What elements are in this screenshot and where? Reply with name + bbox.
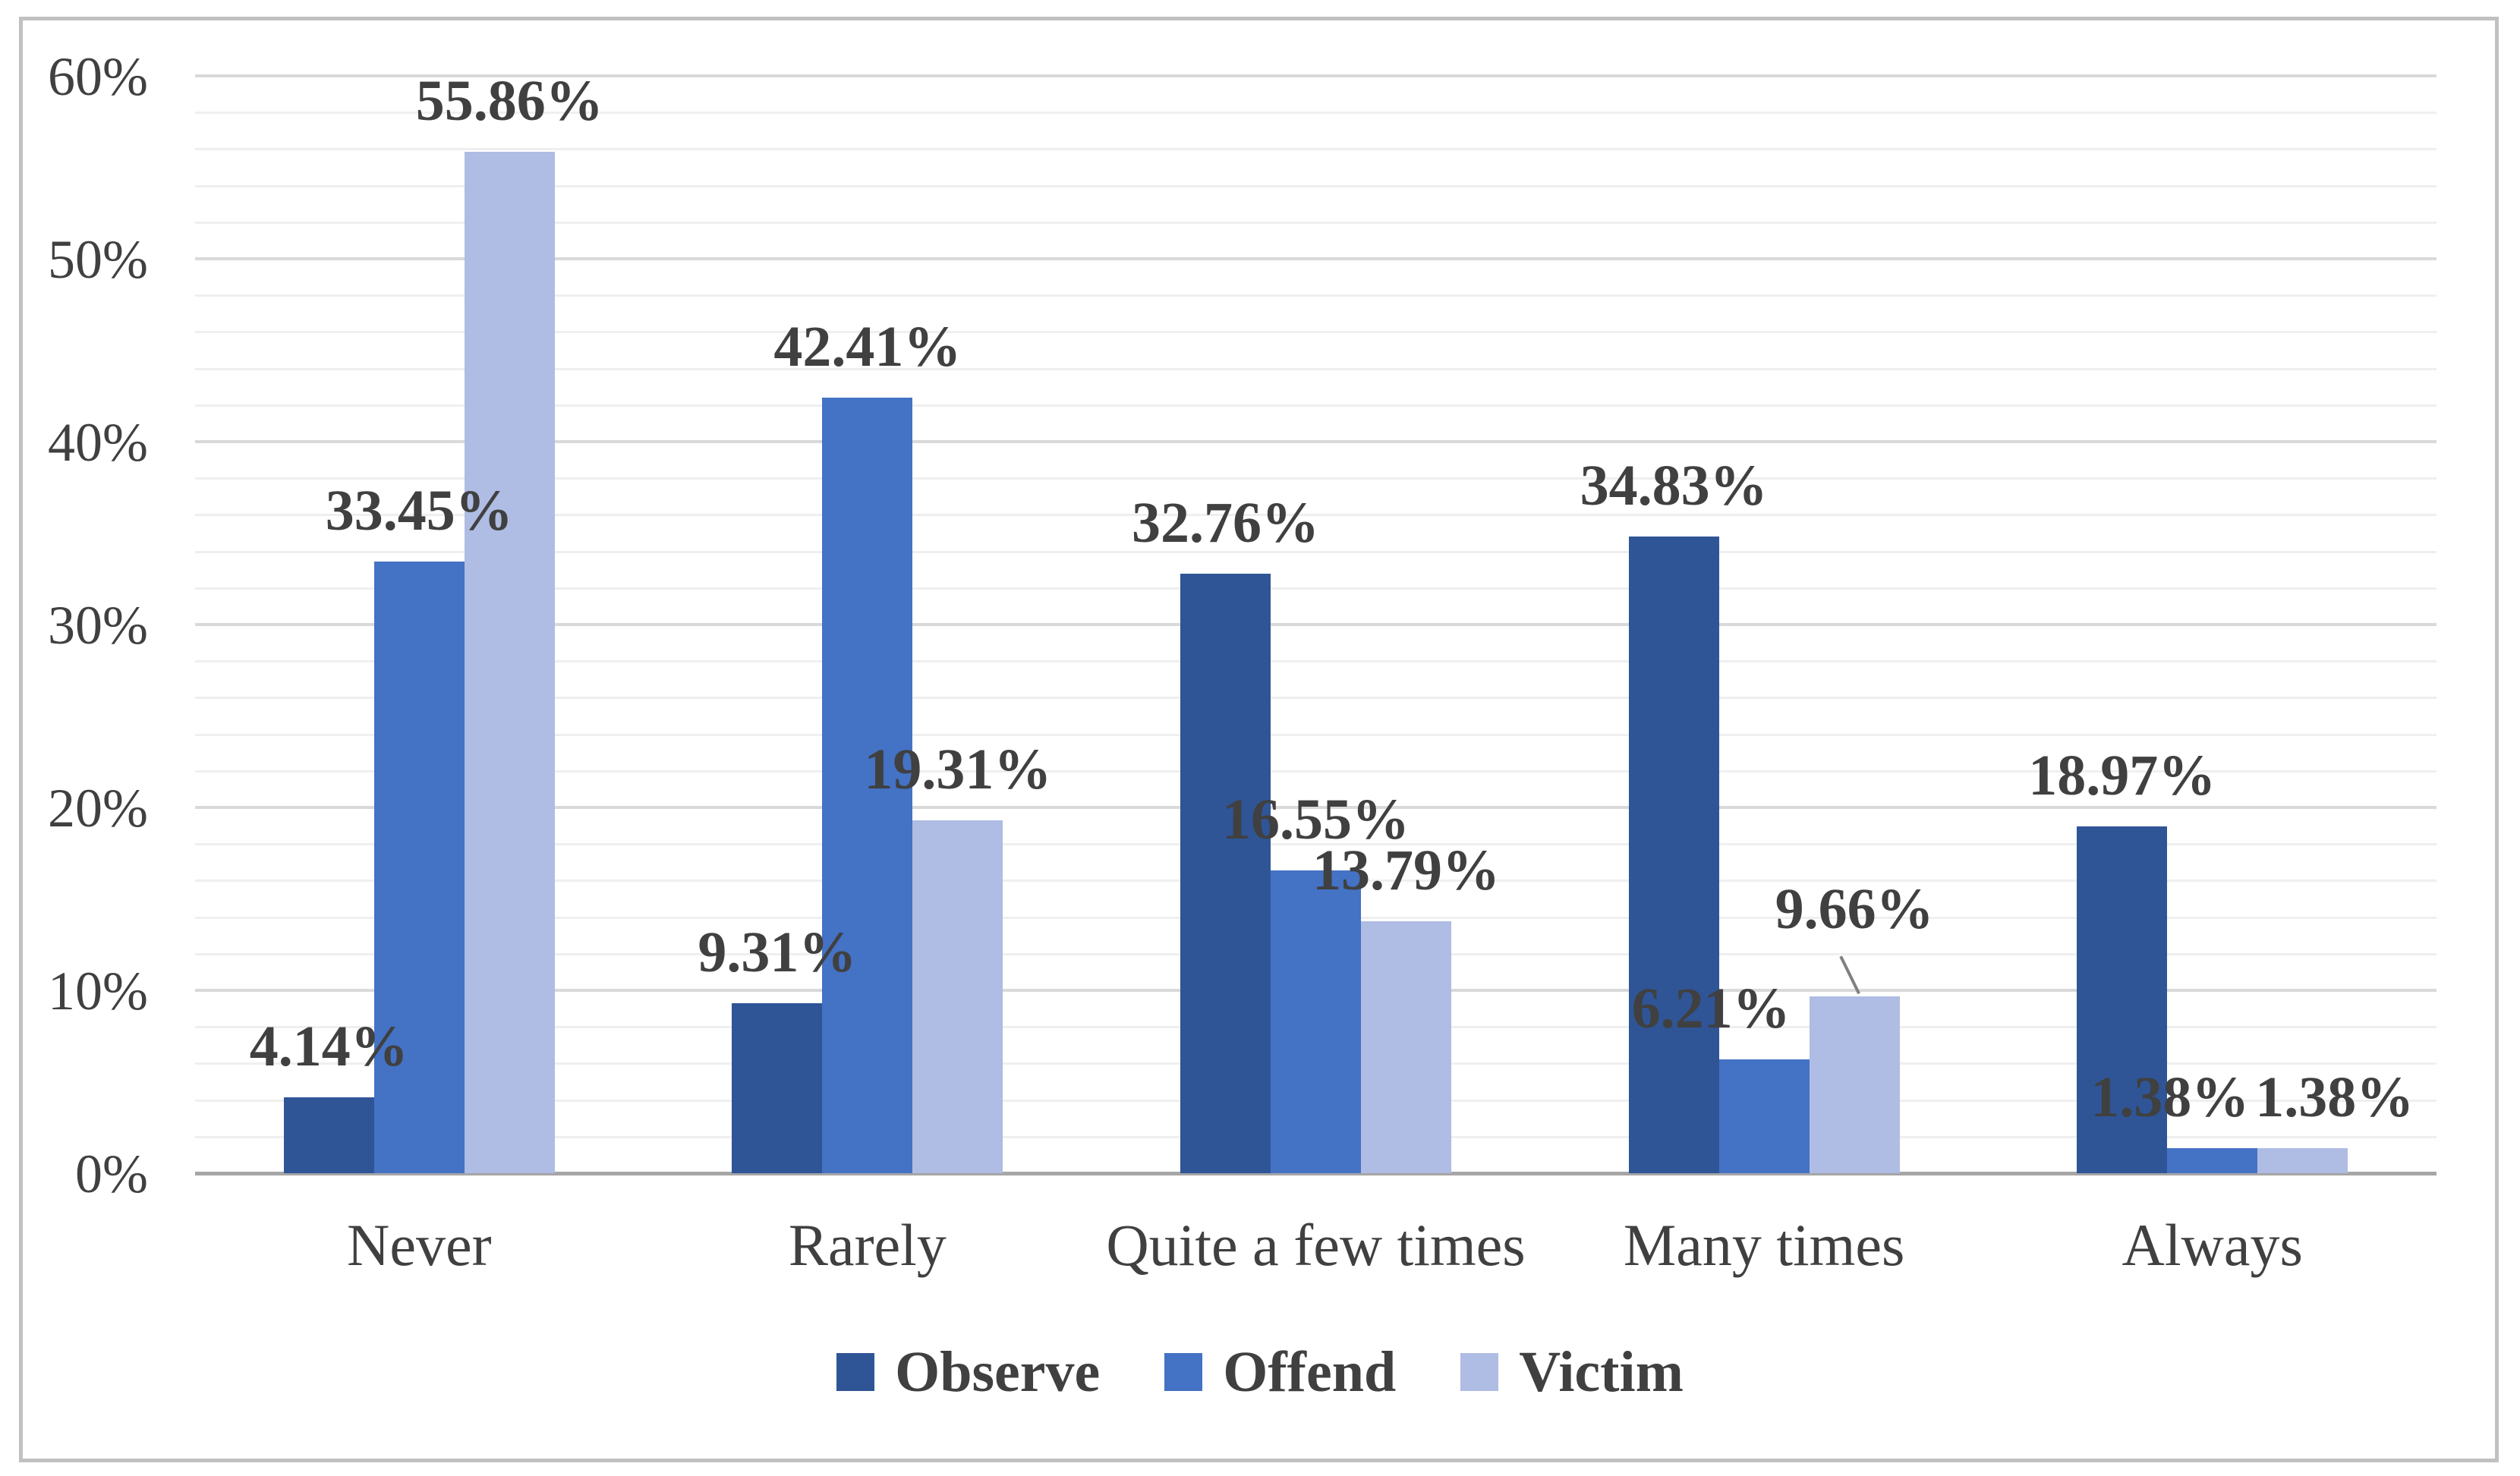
bar-offend-0 [373, 561, 465, 1173]
y-tick-label-40%: 40% [48, 412, 148, 473]
x-axis-line [195, 1172, 2437, 1175]
legend: Observe Offend Victim [0, 1337, 2520, 1407]
data-label-observe-3: 34.83% [1580, 453, 1768, 518]
data-label-offend-3: 6.21% [1631, 977, 1791, 1041]
category-label-1: Rarely [788, 1212, 947, 1278]
data-label-victim-2: 13.79% [1312, 838, 1500, 902]
y-tick-label-30%: 30% [48, 595, 148, 656]
legend-label-victim: Victim [1519, 1340, 1684, 1404]
bar-victim-3 [1809, 996, 1900, 1173]
bar-observe-3 [1628, 536, 1719, 1173]
bar-observe-0 [283, 1097, 374, 1173]
legend-label-observe: Observe [895, 1340, 1101, 1404]
legend-label-offend: Offend [1223, 1340, 1397, 1404]
category-label-4: Always [2122, 1212, 2303, 1278]
data-label-observe-1: 9.31% [698, 920, 857, 984]
y-tick-label-60%: 60% [48, 46, 148, 107]
plot-area: 4.14% 33.45% 55.86% 9.31% 42.41% 19.31% 32.76%… [195, 72, 2437, 1175]
bar-offend-3 [1718, 1059, 1810, 1173]
bar-offend-2 [1271, 870, 1361, 1173]
bar-victim-4 [2257, 1147, 2348, 1173]
y-tick-label-0%: 0% [75, 1144, 148, 1204]
data-label-victim-3: 9.66% [1775, 877, 1934, 942]
legend-swatch-victim [1460, 1353, 1499, 1391]
data-label-victim-0: 55.86% [415, 68, 603, 133]
bar-observe-1 [732, 1002, 823, 1173]
bar-offend-4 [2167, 1147, 2258, 1173]
bar-observe-4 [2077, 826, 2168, 1173]
minor-gridline-56 [195, 148, 2437, 151]
legend-swatch-offend [1164, 1353, 1203, 1391]
data-label-offend-0: 33.45% [325, 478, 513, 543]
legend-item-victim: Victim [1460, 1343, 1684, 1401]
bar-observe-2 [1180, 574, 1271, 1173]
data-label-offend-1: 42.41% [773, 314, 962, 379]
data-label-observe-2: 32.76% [1132, 491, 1319, 555]
category-label-3: Many times [1623, 1212, 1905, 1278]
category-label-0: Never [347, 1212, 492, 1278]
bar-victim-1 [912, 820, 1003, 1173]
category-label-2: Quite a few times [1106, 1212, 1526, 1278]
data-label-offend-2: 16.55% [1222, 788, 1410, 852]
bar-victim-2 [1361, 921, 1451, 1173]
bar-offend-1 [822, 397, 913, 1173]
data-label-offend-4: 1.38% [2090, 1065, 2250, 1129]
y-tick-label-10%: 10% [48, 961, 148, 1021]
bar-victim-0 [464, 151, 555, 1173]
data-label-victim-4: 1.38% [2255, 1065, 2414, 1129]
data-label-observe-0: 4.14% [249, 1015, 408, 1079]
data-label-victim-1: 19.31% [864, 737, 1052, 801]
y-tick-label-50%: 50% [48, 229, 148, 290]
legend-swatch-observe [836, 1353, 875, 1391]
legend-item-observe: Observe [836, 1343, 1100, 1401]
y-tick-label-20%: 20% [48, 778, 148, 839]
legend-item-offend: Offend [1164, 1343, 1396, 1401]
data-label-observe-4: 18.97% [2028, 743, 2216, 807]
